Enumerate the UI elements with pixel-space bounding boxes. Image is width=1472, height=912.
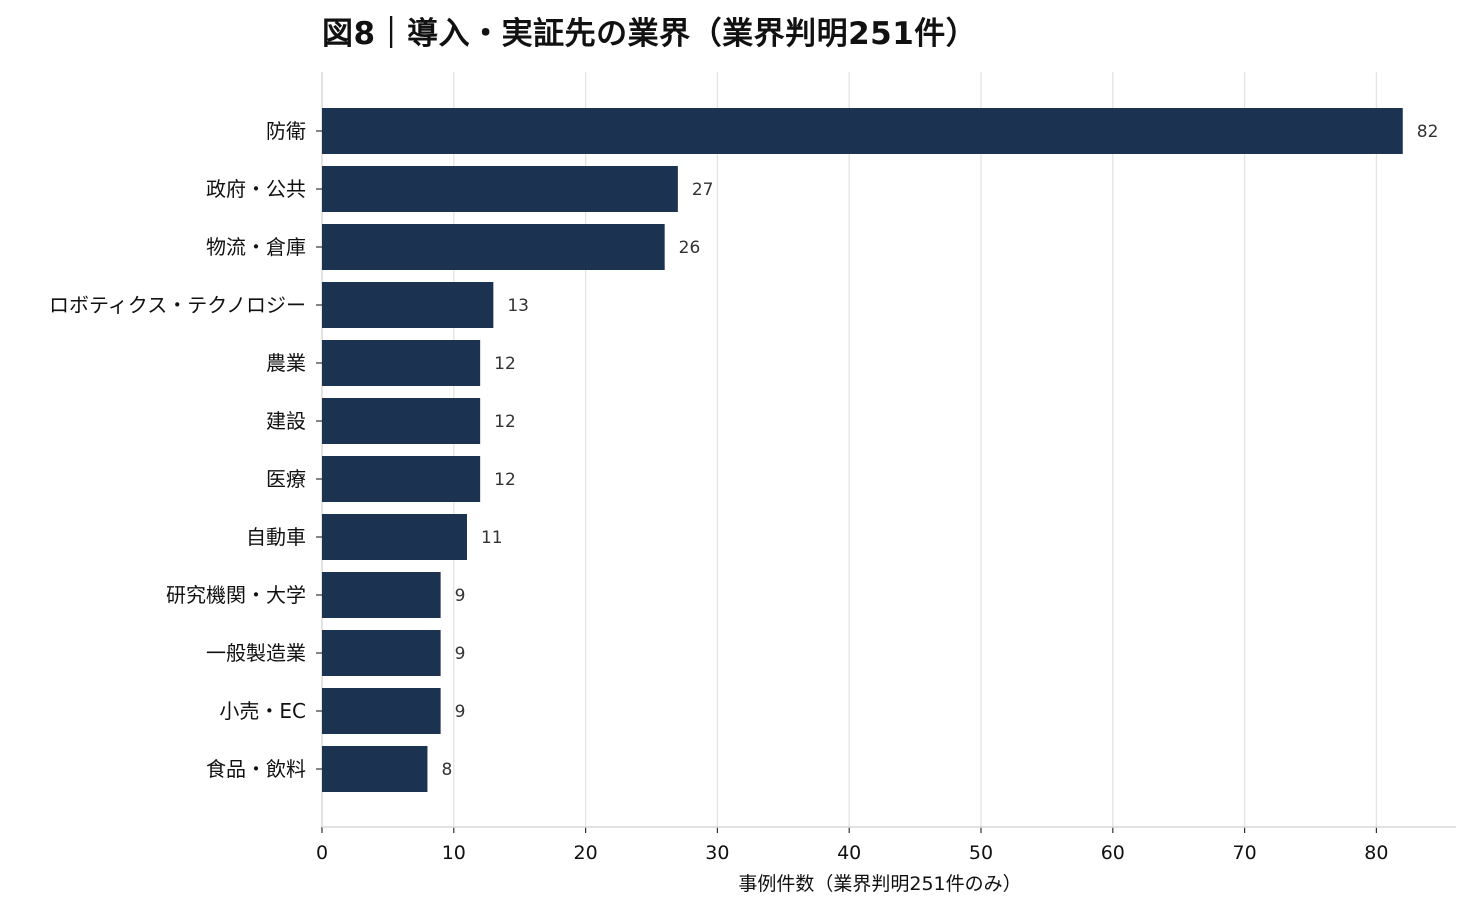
chart-title: 図8｜導入・実証先の業界（業界判明251件）	[322, 16, 978, 52]
x-tick-label-60: 60	[1101, 842, 1125, 864]
category-label-5: 建設	[266, 409, 306, 433]
value-label-4: 12	[494, 354, 516, 374]
bar-3	[322, 282, 494, 328]
bar-5	[322, 398, 481, 444]
x-axis-title: 事例件数（業界判明251件のみ）	[738, 873, 1021, 895]
value-label-0: 82	[1417, 122, 1439, 142]
category-label-6: 医療	[266, 467, 306, 491]
axes: 0 10 20 30 40 50 60 70 80	[316, 72, 1456, 864]
x-tick-label-80: 80	[1364, 842, 1388, 864]
category-label-3: ロボティクス・テクノロジー	[49, 293, 306, 317]
bar-10	[322, 688, 441, 734]
category-label-1: 政府・公共	[206, 177, 306, 201]
value-label-1: 27	[692, 180, 714, 200]
bar-9	[322, 630, 441, 676]
x-tick-label-40: 40	[837, 842, 861, 864]
bar-0	[322, 108, 1403, 154]
value-label-8: 9	[455, 586, 466, 606]
category-label-9: 一般製造業	[206, 641, 306, 665]
bar-1	[322, 166, 678, 212]
bar-2	[322, 224, 665, 270]
x-tick-label-70: 70	[1233, 842, 1257, 864]
value-label-7: 11	[481, 528, 503, 548]
x-tick-label-20: 20	[574, 842, 598, 864]
category-label-4: 農業	[266, 351, 306, 375]
x-tick-label-0: 0	[316, 842, 328, 864]
x-tick-label-10: 10	[442, 842, 466, 864]
bar-7	[322, 514, 467, 560]
value-label-5: 12	[494, 412, 516, 432]
category-label-2: 物流・倉庫	[206, 235, 306, 259]
category-label-10: 小売・EC	[219, 699, 306, 723]
value-label-2: 26	[679, 238, 701, 258]
value-label-11: 8	[441, 760, 452, 780]
x-tick-label-30: 30	[705, 842, 729, 864]
x-tick-label-50: 50	[969, 842, 993, 864]
value-label-6: 12	[494, 470, 516, 490]
labels: 防衛 82 政府・公共 27 物流・倉庫 26 ロボティクス・テクノロジー 13 農業 12 建設 1…	[49, 119, 1438, 895]
category-label-8: 研究機関・大学	[166, 583, 306, 607]
value-label-9: 9	[455, 644, 466, 664]
bars	[322, 108, 1403, 792]
value-label-3: 13	[507, 296, 529, 316]
category-label-11: 食品・飲料	[206, 757, 306, 781]
bar-8	[322, 572, 441, 618]
category-label-7: 自動車	[246, 525, 306, 549]
bar-6	[322, 456, 481, 502]
bar-11	[322, 746, 428, 792]
category-label-0: 防衛	[266, 119, 306, 143]
bar-4	[322, 340, 481, 386]
value-label-10: 9	[455, 702, 466, 722]
